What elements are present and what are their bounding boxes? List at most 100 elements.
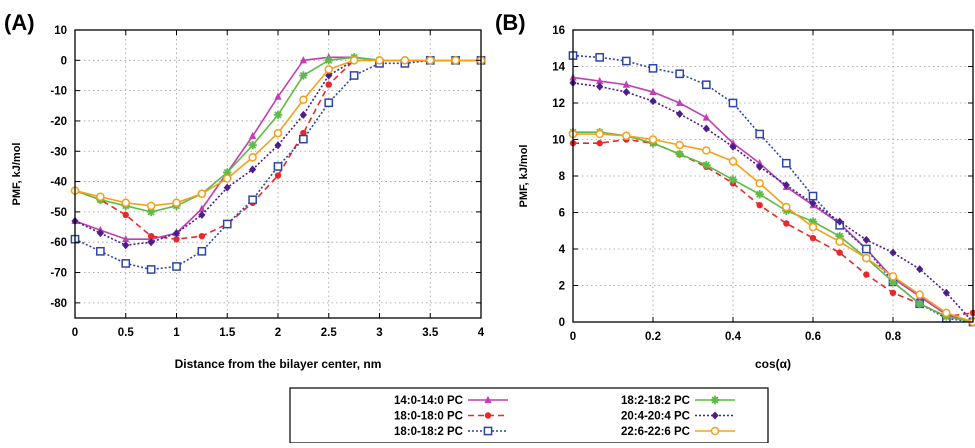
data-point xyxy=(173,263,180,270)
legend-swatch-marker xyxy=(484,427,491,434)
data-point xyxy=(623,57,630,64)
y-tick-label: -20 xyxy=(50,116,67,128)
data-point xyxy=(596,140,602,146)
x-tick-label: 0.5 xyxy=(118,327,135,339)
data-point xyxy=(123,212,129,218)
data-point xyxy=(783,220,789,226)
data-point xyxy=(863,255,870,262)
data-point xyxy=(300,96,307,103)
data-point xyxy=(351,72,358,79)
legend-swatch-marker xyxy=(485,412,491,418)
data-point xyxy=(249,196,256,203)
data-point xyxy=(756,180,763,187)
data-point xyxy=(730,158,737,165)
y-tick-label: 12 xyxy=(552,98,565,110)
data-point xyxy=(122,260,129,267)
data-point xyxy=(351,57,358,64)
data-point xyxy=(122,241,129,249)
y-tick-label: -50 xyxy=(50,207,67,219)
y-tick-label: -40 xyxy=(50,177,67,189)
legend-label: 18:0-18:2 PC xyxy=(394,426,463,438)
y-tick-label: 2 xyxy=(559,281,565,293)
data-point xyxy=(783,204,790,211)
y-axis-label: PMF, kJ/mol xyxy=(11,143,23,206)
data-point xyxy=(836,238,843,245)
x-tick-label: 0.4 xyxy=(725,331,742,343)
data-point xyxy=(703,125,710,133)
data-point xyxy=(452,57,459,64)
data-point xyxy=(326,81,332,87)
x-tick-label: 0 xyxy=(570,331,576,343)
legend-swatch-marker xyxy=(711,396,719,404)
y-tick-label: 4 xyxy=(559,244,566,256)
data-point xyxy=(755,190,763,198)
y-tick-label: -30 xyxy=(50,146,67,158)
data-point xyxy=(274,111,282,119)
data-point xyxy=(148,266,155,273)
data-point xyxy=(173,199,180,206)
data-point xyxy=(889,249,896,257)
data-point xyxy=(224,175,231,182)
data-point xyxy=(863,236,870,244)
data-point xyxy=(915,300,923,308)
data-point xyxy=(623,132,630,139)
series-line xyxy=(75,60,481,239)
data-point xyxy=(676,141,683,148)
series-group xyxy=(569,128,975,326)
data-point xyxy=(650,136,657,143)
y-tick-label: -80 xyxy=(50,298,67,310)
data-point xyxy=(325,99,332,106)
x-tick-label: 2.5 xyxy=(321,327,338,339)
data-point xyxy=(249,154,256,161)
x-axis-label: Distance from the bilayer center, nm xyxy=(175,357,382,371)
series-group xyxy=(569,52,975,326)
data-point xyxy=(198,248,205,255)
data-point xyxy=(809,192,816,199)
data-point xyxy=(97,248,104,255)
x-tick-label: 4 xyxy=(478,327,485,339)
data-point xyxy=(275,172,281,178)
x-tick-label: 3.5 xyxy=(422,327,439,339)
y-tick-label: 0 xyxy=(559,317,565,329)
data-point xyxy=(756,130,763,137)
data-point xyxy=(649,97,656,105)
x-tick-label: 2 xyxy=(275,327,281,339)
data-point xyxy=(890,290,896,296)
data-point xyxy=(122,199,129,206)
legend-label: 18:0-18:0 PC xyxy=(394,411,463,423)
legend-swatch-marker xyxy=(712,428,719,435)
series-line xyxy=(573,132,973,322)
data-point xyxy=(783,160,790,167)
y-tick-label: 6 xyxy=(559,208,565,220)
x-tick-label: 0.8 xyxy=(885,331,902,343)
y-tick-label: 10 xyxy=(552,135,565,147)
data-point xyxy=(224,220,231,227)
data-point xyxy=(863,271,869,277)
y-tick-label: 10 xyxy=(54,25,67,37)
data-point xyxy=(703,81,710,88)
x-tick-label: 1.5 xyxy=(219,327,236,339)
x-tick-label: 0 xyxy=(72,327,78,339)
data-point xyxy=(756,202,762,208)
data-point xyxy=(863,245,870,252)
data-point xyxy=(623,88,630,96)
data-point xyxy=(729,99,736,106)
legend-label: 22:6-22:6 PC xyxy=(621,426,690,438)
series-group xyxy=(570,131,975,326)
data-point xyxy=(325,56,333,64)
y-axis-label: PMF, kJ/mol xyxy=(518,145,530,208)
y-tick-label: -60 xyxy=(50,237,67,249)
y-tick-label: -70 xyxy=(50,268,67,280)
data-point xyxy=(596,131,603,138)
data-point xyxy=(300,111,307,119)
x-axis-label: cos(α) xyxy=(755,357,791,371)
data-point xyxy=(916,291,923,298)
data-point xyxy=(274,163,281,170)
data-point xyxy=(401,57,408,64)
y-tick-label: 8 xyxy=(559,171,566,183)
legend-label: 20:4-20:4 PC xyxy=(621,411,690,423)
data-point xyxy=(890,273,897,280)
